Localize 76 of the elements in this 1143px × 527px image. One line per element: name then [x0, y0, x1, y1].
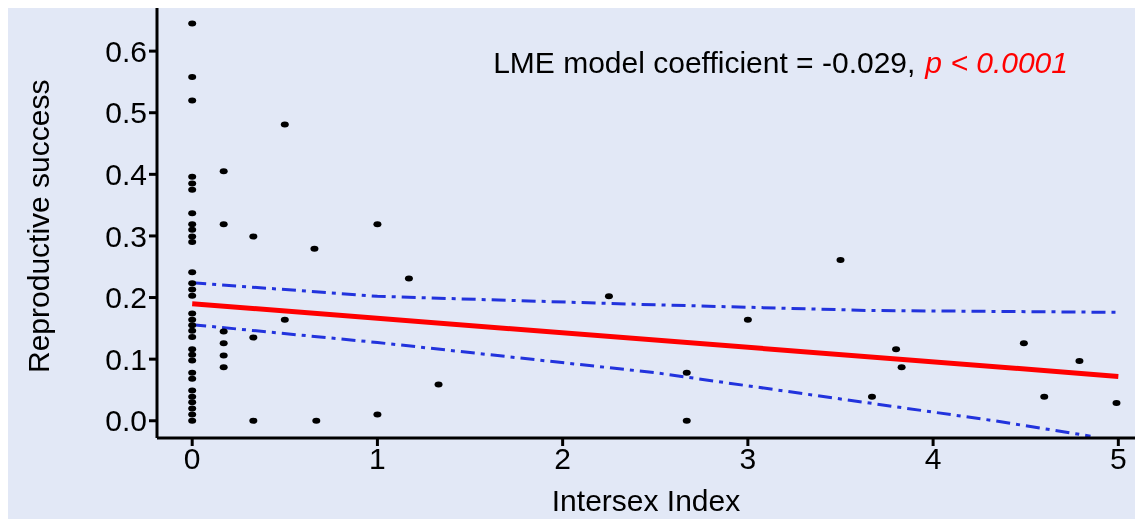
- point: [188, 333, 197, 340]
- point: [404, 275, 413, 282]
- annotation: LME model coefficient = -0.029,: [493, 46, 916, 79]
- point: [280, 121, 289, 128]
- point: [219, 221, 228, 228]
- y-tick-label: 0.0: [105, 404, 147, 438]
- point: [249, 334, 258, 341]
- point: [219, 364, 228, 371]
- point: [188, 375, 197, 382]
- point: [312, 417, 321, 424]
- point: [434, 381, 443, 388]
- point: [188, 346, 197, 353]
- point: [373, 411, 382, 418]
- point: [188, 180, 197, 187]
- point: [219, 328, 228, 335]
- y-tick-label: 0.4: [105, 157, 147, 191]
- point: [682, 369, 691, 376]
- point: [188, 387, 197, 394]
- x-tick-label: 3: [739, 442, 757, 476]
- point: [219, 340, 228, 347]
- point: [219, 352, 228, 359]
- point: [188, 221, 197, 228]
- point: [310, 245, 319, 252]
- point: [188, 210, 197, 217]
- point: [188, 280, 197, 287]
- point: [892, 346, 901, 353]
- point: [188, 97, 197, 104]
- point: [188, 269, 197, 276]
- point: [188, 20, 197, 27]
- y-tick-label: 0.5: [105, 96, 147, 130]
- annotation: p < 0.0001: [924, 46, 1068, 79]
- point: [867, 393, 876, 400]
- point: [188, 417, 197, 424]
- x-axis-title: Intersex Index: [551, 484, 741, 517]
- point: [188, 226, 197, 233]
- point: [188, 233, 197, 240]
- point: [188, 327, 197, 334]
- y-tick-label: 0.2: [105, 281, 147, 315]
- point: [373, 221, 382, 228]
- x-tick-label: 0: [183, 442, 201, 476]
- point: [188, 173, 197, 180]
- point: [188, 351, 197, 358]
- point: [1075, 357, 1084, 364]
- y-tick-label: 0.1: [105, 342, 147, 376]
- point: [188, 405, 197, 412]
- point: [188, 369, 197, 376]
- point: [836, 256, 845, 263]
- point: [188, 411, 197, 418]
- point: [188, 239, 197, 246]
- point: [1112, 399, 1121, 406]
- x-tick-label: 2: [554, 442, 571, 476]
- point: [188, 316, 197, 323]
- point: [188, 186, 197, 193]
- y-axis-title: Reproductive success: [21, 79, 55, 373]
- point: [249, 233, 258, 240]
- y-tick-label: 0.3: [105, 219, 147, 253]
- point: [188, 322, 197, 329]
- point: [280, 316, 289, 323]
- point: [743, 316, 752, 323]
- y-tick-label: 0.6: [105, 34, 147, 68]
- point: [897, 364, 906, 371]
- point: [188, 393, 197, 400]
- point: [188, 357, 197, 364]
- x-tick-label: 1: [369, 442, 386, 476]
- point: [188, 292, 197, 299]
- point: [682, 417, 691, 424]
- point: [188, 310, 197, 317]
- point: [188, 399, 197, 406]
- point: [219, 168, 228, 175]
- point: [1040, 393, 1049, 400]
- point: [1019, 340, 1028, 347]
- x-tick-label: 4: [924, 442, 942, 476]
- point: [604, 293, 613, 300]
- point: [188, 286, 197, 293]
- point: [249, 417, 258, 424]
- x-tick-label: 5: [1109, 442, 1127, 476]
